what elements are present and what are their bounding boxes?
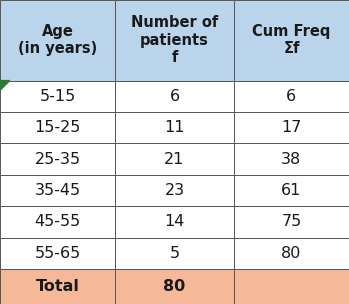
Bar [0,175,115,206]
Text: 55-65: 55-65 [35,246,81,261]
Text: 6: 6 [169,89,180,104]
Text: 61: 61 [281,183,302,198]
Bar [234,143,349,175]
Text: 75: 75 [281,214,302,230]
Bar [234,175,349,206]
Text: 23: 23 [164,183,185,198]
Bar [234,238,349,269]
Bar [115,269,234,304]
Text: 11: 11 [164,120,185,135]
Text: 14: 14 [164,214,185,230]
Text: Total: Total [36,279,80,294]
Bar [115,206,234,238]
Text: Number of
patients
f: Number of patients f [131,16,218,65]
Polygon shape [0,81,10,90]
Bar [234,0,349,81]
Bar [115,143,234,175]
Text: Age
(in years): Age (in years) [18,24,97,57]
Text: 6: 6 [286,89,297,104]
Text: 21: 21 [164,152,185,167]
Text: 5: 5 [169,246,180,261]
Bar [234,206,349,238]
Text: Cum Freq
Σf: Cum Freq Σf [252,24,331,57]
Text: 38: 38 [281,152,302,167]
Bar [115,175,234,206]
Bar [0,112,115,143]
Bar [234,269,349,304]
Bar [0,0,115,81]
Text: 35-45: 35-45 [35,183,81,198]
Bar [234,112,349,143]
Bar [0,81,115,112]
Bar [0,238,115,269]
Bar [115,112,234,143]
Bar [115,238,234,269]
Text: 5-15: 5-15 [39,89,76,104]
Text: 17: 17 [281,120,302,135]
Text: 80: 80 [163,279,186,294]
Text: 45-55: 45-55 [35,214,81,230]
Bar [0,269,115,304]
Bar [0,206,115,238]
Bar [115,81,234,112]
Text: 15-25: 15-25 [35,120,81,135]
Bar [115,0,234,81]
Text: 80: 80 [281,246,302,261]
Text: 25-35: 25-35 [35,152,81,167]
Bar [0,143,115,175]
Bar [234,81,349,112]
